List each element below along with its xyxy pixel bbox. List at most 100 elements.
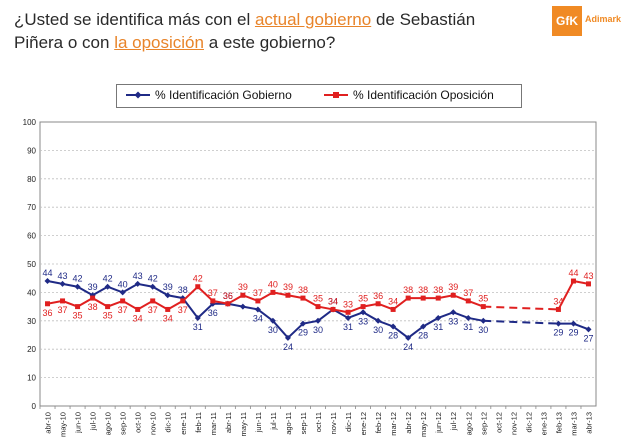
oposicion-data-label-mar-13: 44	[568, 268, 578, 278]
oposicion-data-label-jun-11: 37	[253, 288, 263, 298]
legend-swatch-oposicion	[324, 92, 348, 98]
gobierno-data-label-jul-10: 39	[88, 282, 98, 292]
gobierno-point-sep-10	[119, 289, 126, 296]
oposicion-data-label-ago-11: 39	[283, 282, 293, 292]
oposicion-point-ene-11	[180, 298, 186, 304]
oposicion-data-label-feb-13: 34	[553, 296, 563, 306]
oposicion-data-label-mar-12: 34	[388, 296, 398, 306]
gobierno-data-label-may-12: 28	[418, 330, 428, 340]
oposicion-point-mar-12	[390, 306, 396, 312]
gobierno-point-may-12	[420, 323, 427, 330]
x-tick-label-sep-10: sep-10	[119, 412, 128, 435]
oposicion-data-label-nov-10: 37	[148, 305, 158, 315]
gobierno-data-label-mar-11: 36	[208, 308, 218, 318]
gobierno-data-label-feb-11: 31	[193, 322, 203, 332]
legend-label-gobierno: % Identificación Gobierno	[155, 88, 292, 102]
x-tick-label-ago-10: ago-10	[104, 412, 113, 435]
gobierno-point-nov-10	[149, 283, 156, 290]
x-tick-label-abr-11: abr-11	[224, 412, 233, 433]
gobierno-data-label-dic-11: 31	[343, 322, 353, 332]
oposicion-data-label-abr-13: 43	[583, 271, 593, 281]
x-tick-label-may-11: may-11	[239, 412, 248, 436]
oposicion-data-label-mar-11: 37	[208, 288, 218, 298]
title-highlight-gobierno: actual gobierno	[254, 10, 372, 29]
gobierno-point-may-11	[239, 303, 246, 310]
x-tick-label-jun-12: jun-12	[434, 412, 443, 434]
oposicion-point-jul-10	[90, 295, 96, 301]
x-tick-label-oct-12: oct-12	[494, 412, 503, 433]
gobierno-data-label-ago-11: 24	[283, 342, 293, 352]
x-tick-label-nov-10: nov-10	[149, 412, 158, 435]
gobierno-point-jun-10	[74, 283, 81, 290]
gobierno-data-label-ene-12: 33	[358, 316, 368, 326]
oposicion-data-label-oct-11: 35	[313, 294, 323, 304]
gobierno-data-label-feb-12: 30	[373, 325, 383, 335]
x-tick-label-abr-12: abr-12	[404, 412, 413, 434]
oposicion-point-abr-13	[585, 281, 591, 287]
gobierno-data-label-abr-12: 24	[403, 342, 413, 352]
x-tick-label-may-12: may-12	[419, 412, 428, 437]
x-tick-label-ene-13: ene-13	[539, 412, 548, 435]
gfk-adimark-logo: GfK Adimark	[552, 6, 626, 46]
legend-swatch-gobierno	[126, 91, 150, 99]
gobierno-point-ago-10	[104, 283, 111, 290]
oposicion-point-feb-12	[375, 301, 381, 307]
x-tick-label-mar-12: mar-12	[389, 412, 398, 436]
gobierno-point-ago-12	[465, 314, 472, 321]
y-tick-label-20: 20	[27, 345, 36, 354]
oposicion-point-jun-12	[435, 295, 441, 301]
y-tick-label-80: 80	[27, 175, 36, 184]
x-tick-label-jun-11: jun-11	[254, 412, 263, 433]
y-tick-label-30: 30	[27, 317, 36, 326]
oposicion-data-label-jun-12: 38	[433, 285, 443, 295]
y-tick-label-40: 40	[27, 288, 36, 297]
x-tick-label-feb-11: feb-11	[194, 412, 203, 433]
gobierno-data-label-ago-12: 31	[463, 322, 473, 332]
gobierno-data-label-abr-13: 27	[583, 333, 593, 343]
x-tick-label-ago-11: ago-11	[284, 412, 293, 435]
oposicion-point-ago-12	[465, 298, 471, 304]
gobierno-data-label-mar-12: 28	[388, 330, 398, 340]
oposicion-data-label-ene-12: 35	[358, 294, 368, 304]
oposicion-point-nov-10	[150, 298, 156, 304]
gobierno-point-mar-12	[390, 323, 397, 330]
oposicion-point-may-11	[240, 292, 246, 298]
title-highlight-oposicion: la oposición	[114, 33, 204, 52]
x-tick-label-jul-10: jul-10	[89, 412, 98, 431]
oposicion-point-oct-10	[135, 306, 141, 312]
gobierno-point-sep-11	[299, 320, 306, 327]
oposicion-point-may-10	[60, 298, 66, 304]
gobierno-point-oct-11	[315, 317, 321, 324]
oposicion-point-jul-12	[450, 292, 456, 298]
x-tick-label-abr-10: abr-10	[44, 412, 53, 434]
x-tick-label-jul-11: jul-11	[269, 412, 278, 431]
gobierno-data-label-jun-10: 42	[73, 274, 83, 284]
gobierno-data-label-nov-11: 34	[328, 296, 338, 306]
oposicion-data-label-feb-12: 36	[373, 291, 383, 301]
oposicion-point-nov-11	[330, 306, 336, 312]
x-tick-label-ago-12: ago-12	[464, 412, 473, 435]
oposicion-data-label-abr-12: 38	[403, 285, 413, 295]
oposicion-point-oct-11	[315, 304, 321, 310]
gobierno-point-jul-12	[450, 309, 457, 316]
series-1-line	[47, 285, 484, 314]
gobierno-point-feb-13	[555, 320, 562, 327]
oposicion-point-jun-10	[75, 304, 81, 310]
x-tick-label-dic-10: dic-10	[164, 412, 173, 432]
oposicion-data-label-oct-10: 34	[133, 313, 143, 323]
oposicion-point-may-12	[420, 295, 426, 301]
series-0-dashed-gap	[483, 319, 559, 325]
gobierno-point-oct-10	[134, 280, 141, 287]
gobierno-data-label-abr-10: 44	[43, 268, 53, 278]
oposicion-point-sep-11	[300, 295, 306, 301]
gobierno-point-abr-12	[405, 334, 412, 341]
oposicion-point-sep-10	[120, 298, 126, 304]
x-tick-label-ene-12: ene-12	[359, 412, 368, 435]
x-tick-label-sep-12: sep-12	[479, 412, 488, 435]
gobierno-point-ago-11	[284, 334, 291, 341]
gobierno-point-jul-11	[269, 317, 276, 324]
gobierno-data-label-feb-13: 29	[553, 328, 563, 338]
gobierno-point-feb-12	[375, 317, 382, 324]
oposicion-data-label-sep-11: 38	[298, 285, 308, 295]
gobierno-data-label-jun-11: 34	[253, 313, 263, 323]
